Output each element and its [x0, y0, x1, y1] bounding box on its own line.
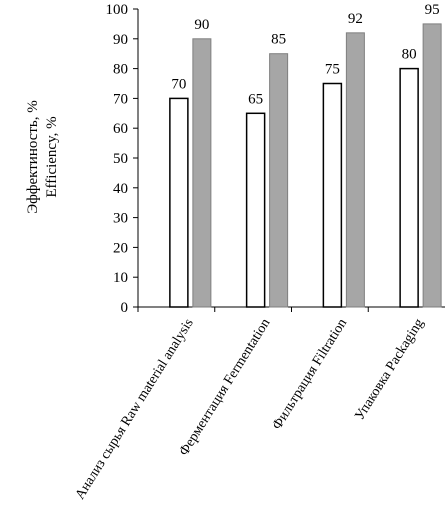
bar-series-2 — [345, 32, 365, 308]
x-tick-label: Фильтрация Filtration — [270, 316, 351, 432]
y-tick-label: 10 — [113, 270, 128, 286]
y-axis-label-line-2: Efficiency, % — [44, 116, 60, 197]
y-tick-label: 0 — [121, 300, 129, 316]
data-labels: 70 90 65 85 75 92 80 95 — [171, 2, 439, 107]
bar-series-1 — [169, 97, 189, 308]
data-label: 65 — [248, 91, 263, 107]
x-tick-label: Анализ сырья Raw material analysis — [73, 316, 197, 502]
bars — [169, 23, 442, 308]
data-label: 95 — [425, 2, 440, 18]
bar-series-1 — [245, 112, 266, 308]
y-ticks: 0 10 20 30 40 50 60 70 80 90 100 — [106, 2, 138, 316]
data-label: 90 — [194, 17, 209, 33]
y-tick-label: 70 — [113, 91, 128, 107]
y-tick-label: 20 — [113, 240, 128, 256]
y-axis-label: Эффектиность, % Efficiency, % — [25, 100, 60, 214]
y-tick-label: 30 — [113, 211, 128, 227]
y-tick-label: 80 — [113, 62, 128, 78]
bar-series-1 — [399, 67, 419, 308]
bar-series-2 — [192, 38, 212, 308]
y-axis-label-line-1: Эффектиность, % — [25, 100, 41, 214]
data-label: 70 — [171, 76, 186, 92]
category-labels: Анализ сырья Raw material analysisФермен… — [73, 316, 427, 502]
bar-series-1 — [322, 82, 343, 308]
data-label: 75 — [325, 62, 340, 78]
data-label: 80 — [402, 47, 417, 63]
bar-series-2 — [422, 23, 442, 308]
data-label: 92 — [348, 11, 363, 27]
bar-series-2 — [269, 53, 289, 308]
x-tick-label: Ферментация Fermentation — [177, 316, 274, 459]
x-tick-label: Упаковка Packaging — [352, 316, 427, 423]
data-label: 85 — [271, 32, 286, 48]
y-tick-label: 100 — [106, 2, 129, 18]
y-tick-label: 40 — [113, 181, 128, 197]
y-tick-label: 90 — [113, 32, 128, 48]
x-ticks — [137, 307, 369, 312]
y-tick-label: 50 — [113, 151, 128, 167]
y-tick-label: 60 — [113, 121, 128, 137]
